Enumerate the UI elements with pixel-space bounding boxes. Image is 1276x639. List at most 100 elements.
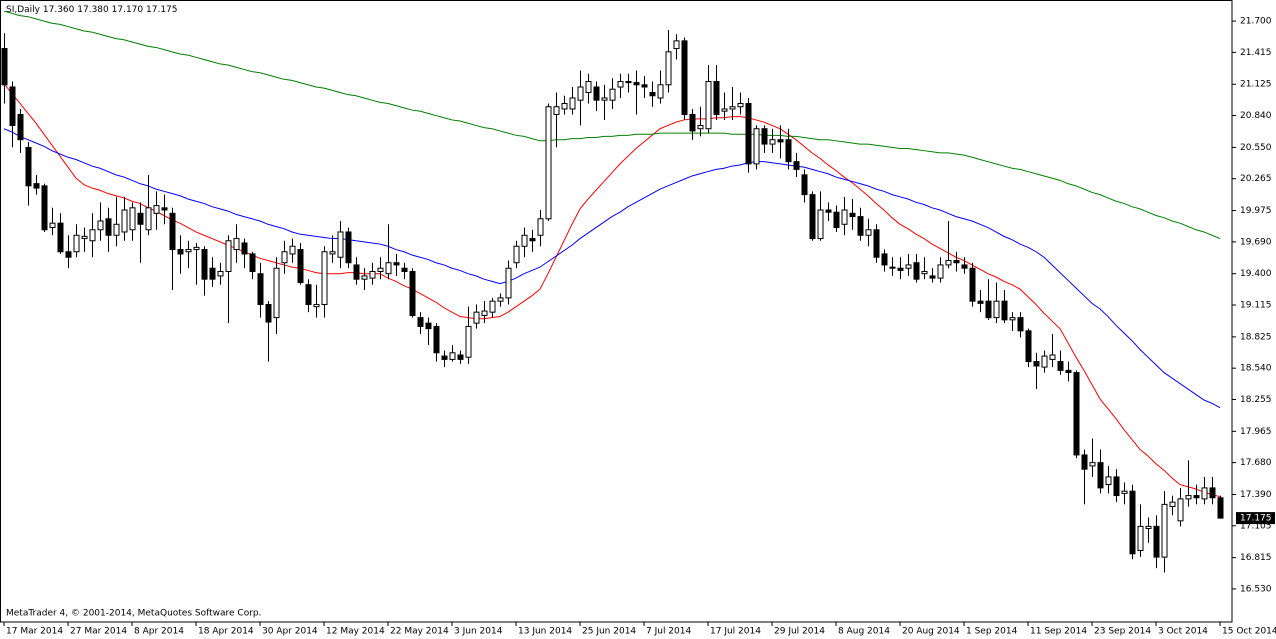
candle-body xyxy=(57,222,64,253)
candle-body xyxy=(353,264,360,280)
plot-frame xyxy=(0,0,1233,623)
candle-body xyxy=(577,86,584,101)
candle-body xyxy=(1009,317,1016,321)
candle-body xyxy=(585,80,592,93)
y-tick-label: 18.255 xyxy=(1240,395,1272,405)
candle-body xyxy=(153,205,160,214)
candle-body xyxy=(81,235,88,240)
candle-body xyxy=(809,194,816,240)
candle-body xyxy=(921,271,928,275)
candle-body xyxy=(537,218,544,236)
candle-body xyxy=(257,273,264,305)
candle-body xyxy=(457,354,464,360)
candle-body xyxy=(705,80,712,130)
candle-body xyxy=(857,216,864,236)
y-tick-label: 16.815 xyxy=(1240,553,1272,563)
candle-body xyxy=(49,222,56,229)
candle-body xyxy=(425,322,432,330)
candle-body xyxy=(1193,495,1200,499)
x-tick-label: 1 Sep 2014 xyxy=(966,627,1018,637)
candle-body xyxy=(745,102,752,165)
candle-body xyxy=(393,262,400,266)
header-low: 17.170 xyxy=(112,5,144,15)
candle-body xyxy=(113,223,120,236)
candle-body xyxy=(489,300,496,313)
candle-body xyxy=(297,249,304,283)
candle-body xyxy=(249,253,256,273)
candle-body xyxy=(169,212,176,251)
candle-body xyxy=(73,234,80,253)
candle-body xyxy=(361,275,368,280)
candle-body xyxy=(569,97,576,110)
candle-body xyxy=(1033,361,1040,367)
candle-body xyxy=(1025,330,1032,363)
candle-body xyxy=(233,238,240,251)
candle-body xyxy=(641,84,648,88)
candle-body xyxy=(729,106,736,110)
candle-body xyxy=(673,40,680,50)
candle-body xyxy=(161,207,168,211)
x-tick-label: 23 Sep 2014 xyxy=(1094,627,1151,637)
y-tick-label: 20.550 xyxy=(1240,143,1272,153)
candle-body xyxy=(521,234,528,247)
candle-body xyxy=(417,317,424,327)
y-tick-label: 16.530 xyxy=(1240,584,1272,594)
y-tick-label: 17.105 xyxy=(1240,521,1272,531)
candle-body xyxy=(737,102,744,108)
candle-body xyxy=(1161,503,1168,558)
y-tick-label: 17.390 xyxy=(1240,490,1272,500)
candle-body xyxy=(617,80,624,88)
candle-body xyxy=(993,300,1000,319)
candle-body xyxy=(833,211,840,229)
candle-body xyxy=(265,303,272,323)
header-open: 17.360 xyxy=(43,5,75,15)
candle-body xyxy=(777,139,784,143)
plot-area xyxy=(1,10,1224,573)
candle-body xyxy=(505,267,512,299)
x-tick-label: 7 Jul 2014 xyxy=(646,627,691,637)
y-tick-label: 21.415 xyxy=(1240,48,1272,58)
y-tick-label: 20.265 xyxy=(1240,174,1272,184)
candle-body xyxy=(1,48,8,86)
y-tick-label: 18.540 xyxy=(1240,364,1272,374)
candle-body xyxy=(1017,317,1024,332)
x-tick-label: 17 Mar 2014 xyxy=(6,627,63,637)
x-tick-label: 3 Jun 2014 xyxy=(454,627,503,637)
x-tick-label: 13 Jun 2014 xyxy=(518,627,572,637)
candle-body xyxy=(849,212,856,218)
x-tick-label: 8 Aug 2014 xyxy=(838,627,890,637)
header-high: 17.380 xyxy=(77,5,109,15)
candle-body xyxy=(1217,497,1224,519)
candle-body xyxy=(1113,476,1120,497)
candle-body xyxy=(89,229,96,242)
candle-body xyxy=(1041,355,1048,368)
candle-body xyxy=(409,271,416,316)
candle-body xyxy=(225,240,232,273)
x-tick-label: 3 Oct 2014 xyxy=(1158,627,1208,637)
candle-body xyxy=(433,325,440,354)
candle-body xyxy=(513,245,520,264)
y-tick-label: 21.700 xyxy=(1240,17,1272,27)
candle-body xyxy=(969,267,976,302)
candle-body xyxy=(761,128,768,145)
candle-body xyxy=(337,231,344,258)
candle-body xyxy=(289,245,296,255)
candle-body xyxy=(217,271,224,277)
candle-body xyxy=(601,97,608,101)
candle-body xyxy=(977,300,984,304)
candle-body xyxy=(145,207,152,231)
current-price-label: 17.175 xyxy=(1240,514,1272,524)
candle-body xyxy=(865,229,872,236)
y-tick-label: 20.840 xyxy=(1240,111,1272,121)
candle-body xyxy=(385,262,392,275)
candle-body xyxy=(1073,372,1080,456)
y-tick-label: 19.400 xyxy=(1240,269,1272,279)
candle-body xyxy=(1065,369,1072,374)
x-tick-label: 29 Jul 2014 xyxy=(774,627,825,637)
header-close: 17.175 xyxy=(146,5,178,15)
candle-body xyxy=(529,238,536,242)
candle-body xyxy=(329,251,336,255)
candle-body xyxy=(553,106,560,115)
candle-body xyxy=(33,183,40,189)
